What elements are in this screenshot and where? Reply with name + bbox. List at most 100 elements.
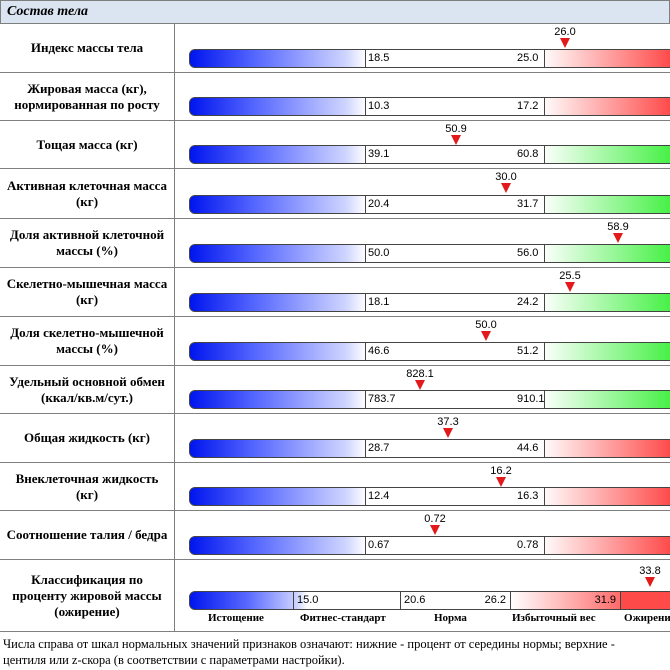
value-marker: 26.0	[545, 26, 585, 48]
norm-range	[365, 146, 545, 163]
red-triangle-icon	[565, 282, 575, 292]
value-marker: 58.9	[598, 221, 638, 243]
norm-range	[365, 391, 545, 408]
norm-range	[365, 343, 545, 360]
value-marker: 25.5	[550, 270, 590, 292]
marker-value: 26.0	[554, 26, 576, 38]
classification-label: Классификация по проценту жировой массы …	[0, 560, 175, 631]
norm-scale: 12.4 16.3	[189, 487, 670, 506]
marker-value: 25.5	[559, 270, 581, 282]
norm-range	[365, 440, 545, 457]
norm-low: 0.67	[368, 539, 390, 551]
norm-scale: 783.7 910.1	[189, 390, 670, 409]
norm-low: 39.1	[368, 148, 390, 160]
value-marker: 50.9	[436, 123, 476, 145]
value-marker: 828.1	[400, 368, 440, 390]
norm-range	[365, 537, 545, 554]
category-exhaustion: Истощение	[208, 612, 264, 624]
threshold-15: 15.0	[293, 592, 400, 609]
metric-row: Активная клеточная масса (кг)	[0, 169, 670, 219]
norm-high: 44.6	[517, 442, 539, 454]
category-normal: Норма	[434, 612, 467, 624]
category-obesity: Ожирение	[624, 612, 670, 624]
red-triangle-icon	[430, 525, 440, 535]
red-triangle-icon	[613, 233, 623, 243]
norm-scale: 50.0 56.0	[189, 244, 670, 263]
metric-label: Соотношение талия / бедра	[0, 511, 175, 559]
norm-low: 10.3	[368, 100, 390, 112]
norm-high: 17.2	[517, 100, 539, 112]
threshold-20: 20.6	[400, 592, 455, 609]
norm-range	[365, 488, 545, 505]
metric-row: Общая жидкость (кг)	[0, 414, 670, 463]
norm-high: 60.8	[517, 148, 539, 160]
red-triangle-icon	[501, 183, 511, 193]
threshold-31: 31.9	[510, 592, 620, 609]
value-marker: 16.2	[481, 465, 521, 487]
metric-label: Внеклеточная жидкость (кг)	[0, 463, 175, 510]
red-triangle-icon	[481, 331, 491, 341]
norm-high: 51.2	[517, 345, 539, 357]
metric-row: Соотношение талия / бедра	[0, 511, 670, 560]
metric-label: Доля скелетно-мышечной массы (%)	[0, 317, 175, 365]
norm-low: 18.1	[368, 296, 390, 308]
red-triangle-icon	[645, 577, 655, 587]
norm-range	[365, 196, 545, 213]
metric-row: Внеклеточная жидкость (кг)	[0, 463, 670, 511]
metric-row: Жировая масса (кг), нормированная по рос…	[0, 73, 670, 121]
norm-scale: 20.4 31.7	[189, 195, 670, 214]
metric-label: Удельный основной обмен (ккал/кв.м/сут.)	[0, 366, 175, 413]
norm-scale: 0.67 0.78	[189, 536, 670, 555]
marker-value: 0.72	[424, 513, 446, 525]
marker-value: 50.9	[445, 123, 467, 135]
marker-value: 16.2	[490, 465, 512, 477]
footnote-line-2: центиля или z-скора (в соответствии с па…	[3, 653, 345, 667]
norm-low: 18.5	[368, 52, 390, 64]
red-triangle-icon	[443, 428, 453, 438]
norm-high: 24.2	[517, 296, 539, 308]
norm-low: 50.0	[368, 247, 390, 259]
red-triangle-icon	[496, 477, 506, 487]
red-triangle-icon	[451, 135, 461, 145]
norm-high: 31.7	[517, 198, 539, 210]
metric-label: Тощая масса (кг)	[0, 121, 175, 168]
norm-high: 25.0	[517, 52, 539, 64]
marker-value: 37.3	[437, 416, 459, 428]
classification-marker: 33.8	[630, 565, 670, 587]
value-marker: 30.0	[486, 171, 526, 193]
footnote: Числа справа от шкал нормальных значений…	[3, 636, 670, 668]
norm-scale: 18.1 24.2	[189, 293, 670, 312]
metric-label: Жировая масса (кг), нормированная по рос…	[0, 73, 175, 120]
norm-low: 12.4	[368, 490, 390, 502]
classification-row: Классификация по проценту жировой массы …	[0, 560, 670, 632]
value-marker: 37.3	[428, 416, 468, 438]
norm-high: 910.1	[517, 393, 545, 405]
norm-high: 0.78	[517, 539, 539, 551]
norm-range	[365, 294, 545, 311]
norm-range	[365, 245, 545, 262]
footnote-line-1: Числа справа от шкал нормальных значений…	[3, 637, 615, 651]
metric-row: Тощая масса (кг)	[0, 121, 670, 169]
metric-label: Активная клеточная масса (кг)	[0, 169, 175, 218]
metric-label: Доля активной клеточной массы (%)	[0, 219, 175, 267]
marker-value: 50.0	[475, 319, 497, 331]
classification-value: 33.8	[639, 565, 661, 577]
value-marker: 0.72	[415, 513, 455, 535]
metric-label: Индекс массы тела	[0, 24, 175, 72]
threshold-26: 26.2	[484, 594, 506, 606]
classification-scale: 15.0 20.6 26.2 31.9	[189, 591, 670, 610]
metric-label: Общая жидкость (кг)	[0, 414, 175, 462]
norm-range	[365, 98, 545, 115]
norm-scale: 18.5 25.0	[189, 49, 670, 68]
red-triangle-icon	[415, 380, 425, 390]
norm-low: 28.7	[368, 442, 390, 454]
norm-low: 783.7	[368, 393, 396, 405]
norm-scale: 28.7 44.6	[189, 439, 670, 458]
marker-value: 58.9	[607, 221, 629, 233]
category-overweight: Избыточный вес	[512, 612, 596, 624]
norm-high: 16.3	[517, 490, 539, 502]
obesity-segment	[620, 592, 670, 609]
norm-scale: 10.3 17.2	[189, 97, 670, 116]
norm-high: 56.0	[517, 247, 539, 259]
marker-value: 828.1	[406, 368, 434, 380]
